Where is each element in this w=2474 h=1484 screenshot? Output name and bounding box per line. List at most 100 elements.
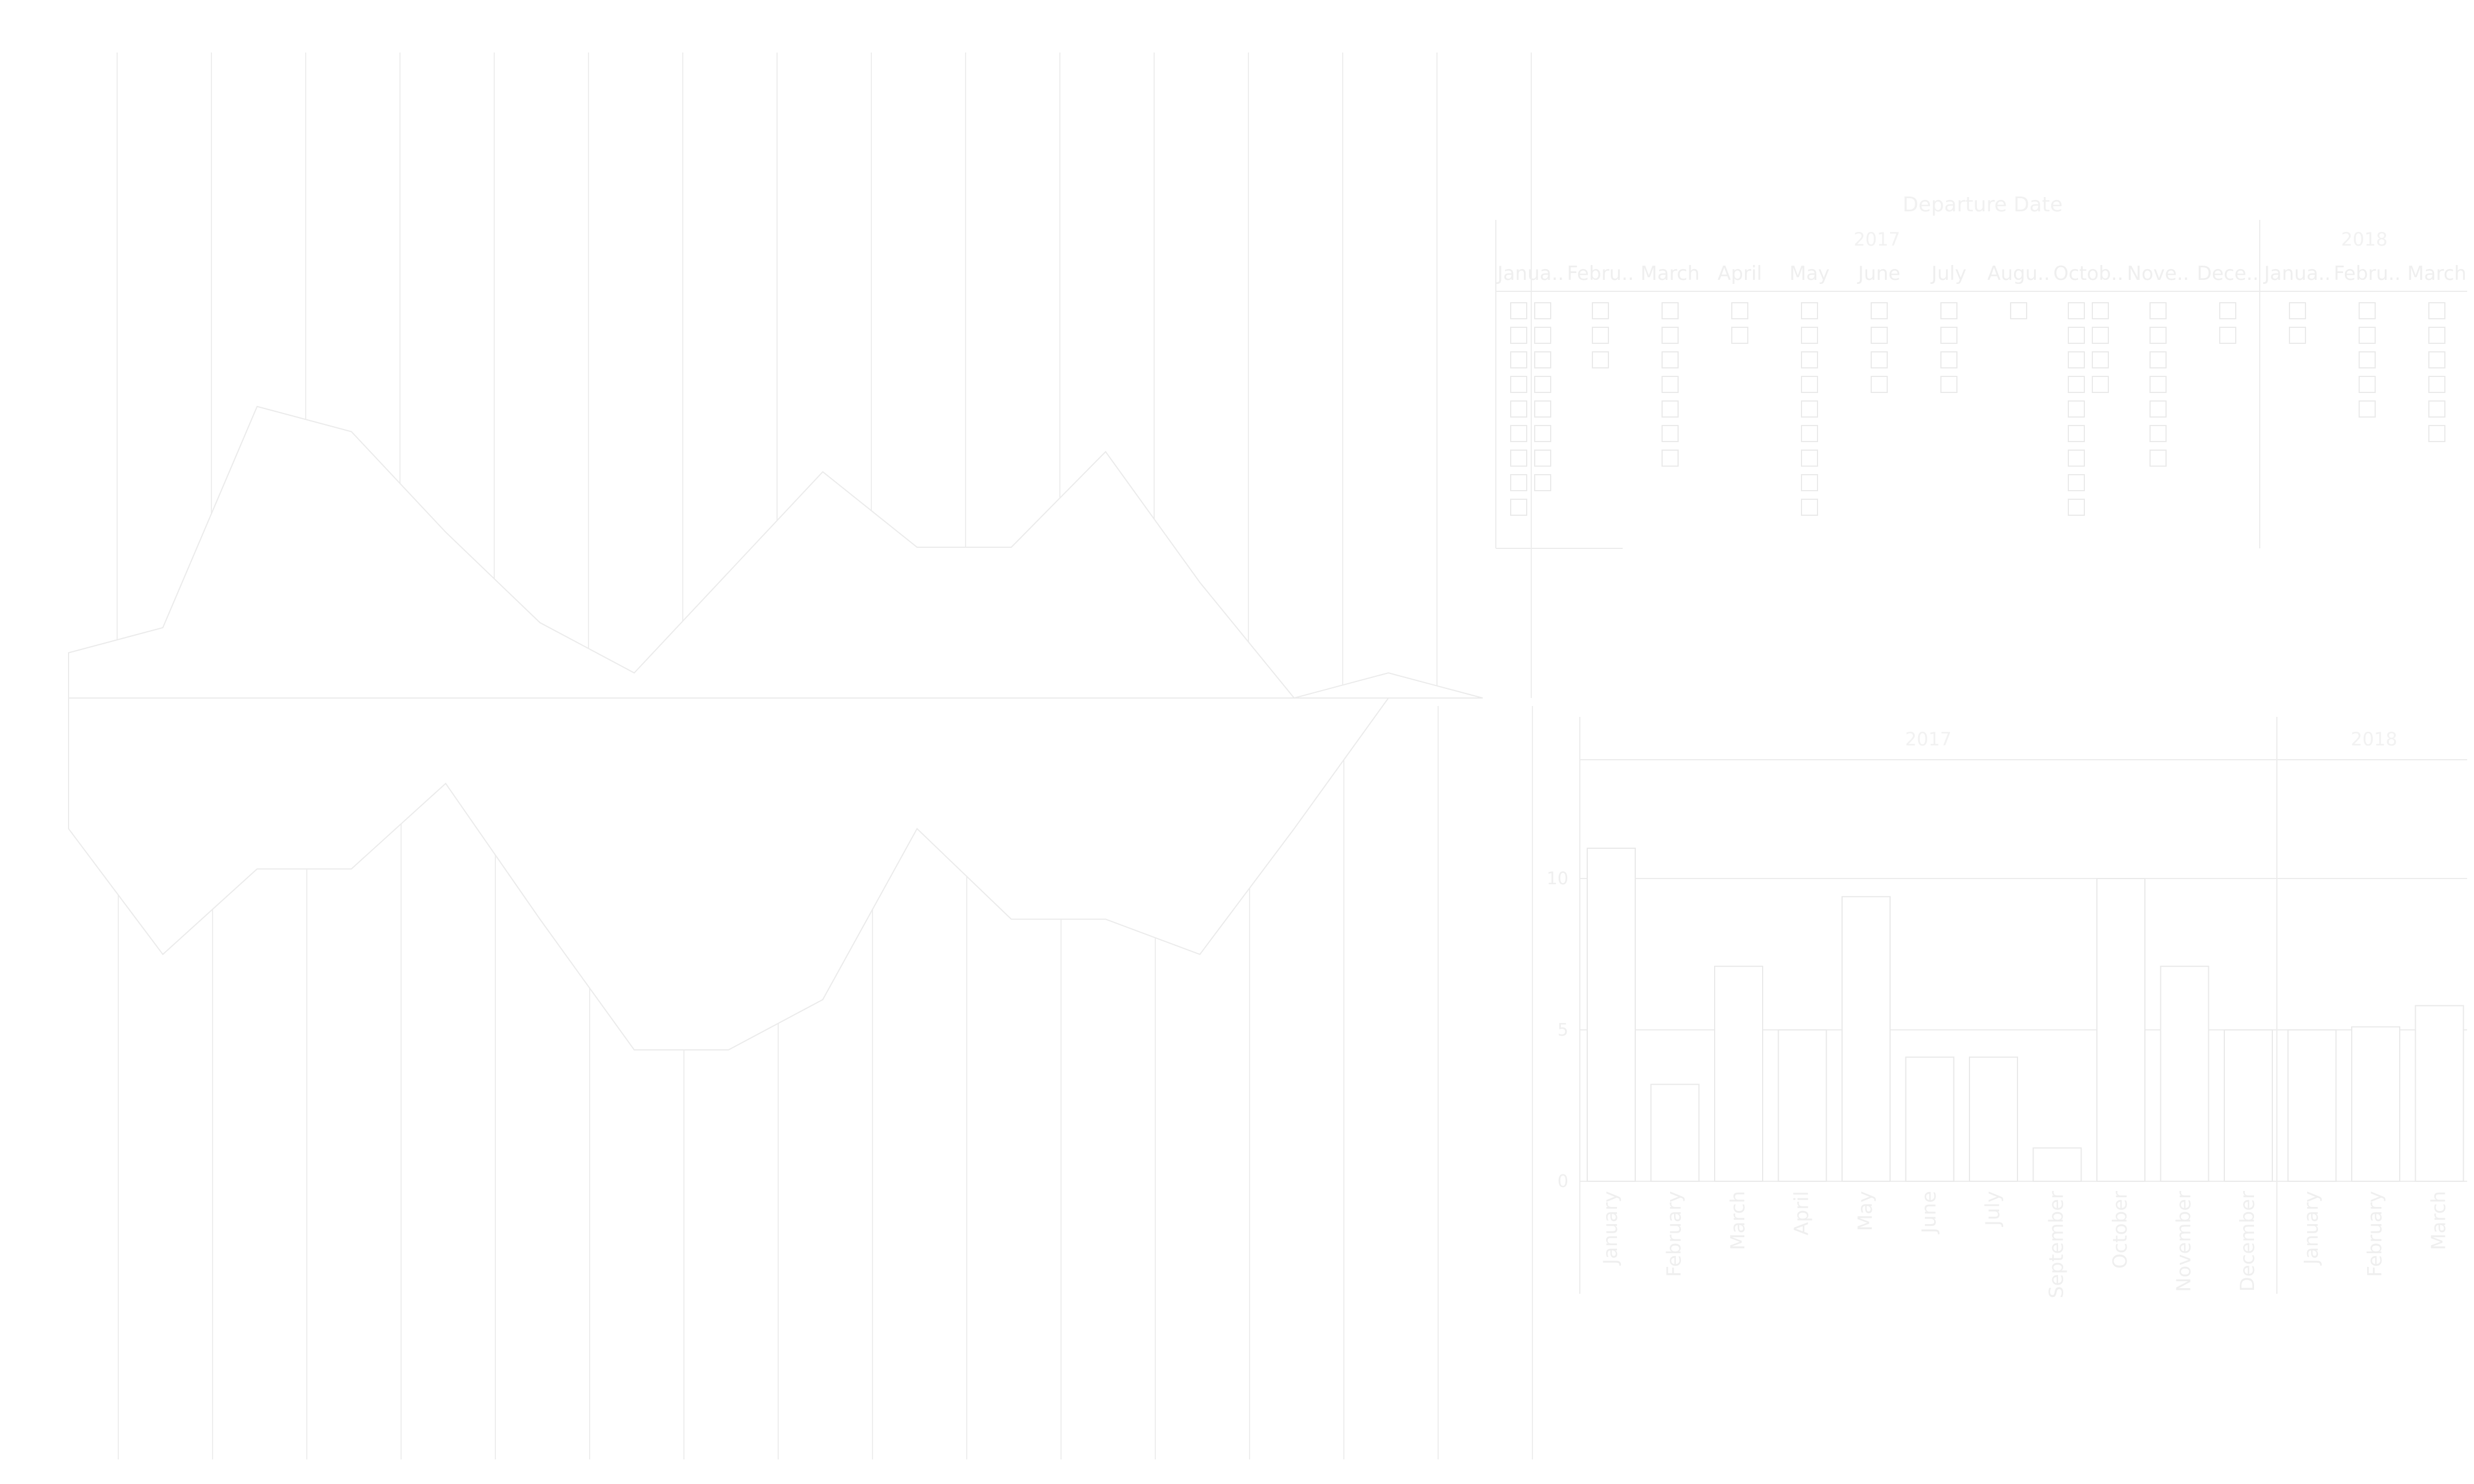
heatmap-month-label: July: [1930, 262, 1966, 285]
bar-chart-month-labels: January February March April May June July Sept…: [1599, 1191, 2451, 1298]
heatmap-year-label: 2017: [1854, 228, 1900, 250]
heatmap-cell: [1534, 327, 1551, 344]
bar-chart-year-labels: 2017 2018: [1905, 728, 2397, 750]
heatmap-cell: [2068, 425, 2085, 442]
bar-march: [1714, 965, 1763, 1182]
heatmap-cell: [1510, 499, 1527, 516]
heatmap-cell: [1871, 302, 1888, 319]
bar-month-label: April: [1791, 1191, 1814, 1236]
heatmap-cell: [2068, 400, 2085, 418]
heatmap-cell: [1940, 302, 1957, 319]
heatmap-cell: [2359, 400, 2376, 418]
bar-month-label: June: [1918, 1191, 1941, 1234]
heatmap-cell: [2068, 474, 2085, 491]
heatmap-cell: [1534, 450, 1551, 467]
heatmap-cell: [2359, 327, 2376, 344]
heatmap-cell: [1662, 327, 1679, 344]
heatmap-cell: [1801, 302, 1818, 319]
heatmap-cell: [1534, 425, 1551, 442]
heatmap-cell: [2149, 450, 2167, 467]
bar-january: [1587, 848, 1636, 1182]
heatmap-cell: [1510, 351, 1527, 368]
heatmap-month-label: Nove..: [2127, 262, 2189, 285]
heatmap-cell: [1801, 351, 1818, 368]
heatmap-cell: [1592, 327, 1609, 344]
heatmap-cell: [2068, 376, 2085, 393]
heatmap-month-label: May: [1790, 262, 1830, 285]
heatmap-month-label: April: [1718, 262, 1762, 285]
area-series-1: [68, 406, 1483, 699]
heatmap-cell: [1510, 327, 1527, 344]
heatmap-cell: [2289, 327, 2306, 344]
heatmap-cell: [1534, 302, 1551, 319]
heatmap-month-label: Janua..: [1496, 262, 1564, 285]
heatmap-cell: [2149, 425, 2167, 442]
heatmap-cell: [2149, 302, 2167, 319]
heatmap-cell: [2428, 425, 2445, 442]
heatmap-cell: [2219, 327, 2236, 344]
heatmap-cell: [1662, 425, 1679, 442]
bar-month-label: March: [1727, 1191, 1750, 1250]
heatmap-cell: [1801, 376, 1818, 393]
heatmap-month-label: Augu..: [1987, 262, 2050, 285]
heatmap-cell: [1801, 499, 1818, 516]
bar-month-label: January: [1599, 1191, 1622, 1266]
bar-chart-frame: [1579, 717, 2467, 1294]
heatmap-cell: [2149, 327, 2167, 344]
heatmap-cell: [1592, 351, 1609, 368]
heatmap-cell: [2068, 499, 2085, 516]
heatmap-month-label: March: [1640, 262, 1700, 285]
heatmap-month-label: Dece..: [2197, 262, 2259, 285]
heatmap-cell: [1871, 376, 1888, 393]
heatmap-cell: [2092, 327, 2109, 344]
bar-february: [1650, 1084, 1700, 1182]
heatmap-month-labels: Janua.. Febru.. March April May June July Augu.…: [1496, 262, 2467, 285]
heatmap-cell: [2149, 400, 2167, 418]
heatmap-cell: [1940, 376, 1957, 393]
heatmap-cell: [1662, 376, 1679, 393]
monthly-bar-chart: 2017 2018 0 5 10 January February March April M…: [1547, 717, 2467, 1298]
departure-date-heatmap: Departure Date 2017 2018 Janua.. Febru.. Ma…: [1495, 193, 2467, 549]
heatmap-cell: [1801, 474, 1818, 491]
heatmap-cell: [1940, 327, 1957, 344]
heatmap-cell: [1940, 351, 1957, 368]
heatmap-cell: [2068, 302, 2085, 319]
heatmap-year-labels: 2017 2018: [1854, 228, 2387, 250]
heatmap-cell: [2068, 327, 2085, 344]
heatmap-cell: [1510, 450, 1527, 467]
heatmap-cell: [2359, 376, 2376, 393]
bar-october: [2096, 878, 2145, 1182]
bar-month-label: February: [2364, 1191, 2387, 1277]
heatmap-cell: [2359, 351, 2376, 368]
bar-month-label: February: [1663, 1191, 1686, 1277]
area-series-2: [68, 697, 1483, 1050]
heatmap-cell: [2068, 450, 2085, 467]
bar-month-label: September: [2045, 1191, 2068, 1298]
bar-y-tick-label: 0: [1558, 1172, 1568, 1192]
heatmap-cell: [1801, 450, 1818, 467]
bar-may: [1842, 896, 1891, 1182]
heatmap-month-label: Febru..: [2333, 262, 2400, 285]
bar-september: [2032, 1147, 2082, 1182]
heatmap-cell: [1662, 450, 1679, 467]
bar-july: [1969, 1056, 2018, 1182]
heatmap-month-label: Octob..: [2053, 262, 2124, 285]
heatmap-cell: [1534, 400, 1551, 418]
bar-year-label: 2018: [2351, 728, 2397, 750]
area-series: [68, 406, 1483, 1050]
heatmap-cell: [2359, 302, 2376, 319]
heatmap-month-label: June: [1857, 262, 1900, 285]
heatmap-cell: [2149, 351, 2167, 368]
bar-month-label: March: [2428, 1191, 2451, 1250]
bar-month-label: December: [2236, 1191, 2259, 1292]
bar-year-label: 2017: [1905, 728, 1951, 750]
heatmap-cell: [1510, 376, 1527, 393]
heatmap-cell: [2092, 302, 2109, 319]
heatmap-cell: [2092, 351, 2109, 368]
heatmap-cell: [1510, 474, 1527, 491]
heatmap-cell: [2068, 351, 2085, 368]
bar-y-tick-label: 10: [1547, 869, 1568, 889]
heatmap-cell: [2428, 302, 2445, 319]
heatmap-cell: [1534, 474, 1551, 491]
heatmap-frame: [1495, 220, 2467, 549]
